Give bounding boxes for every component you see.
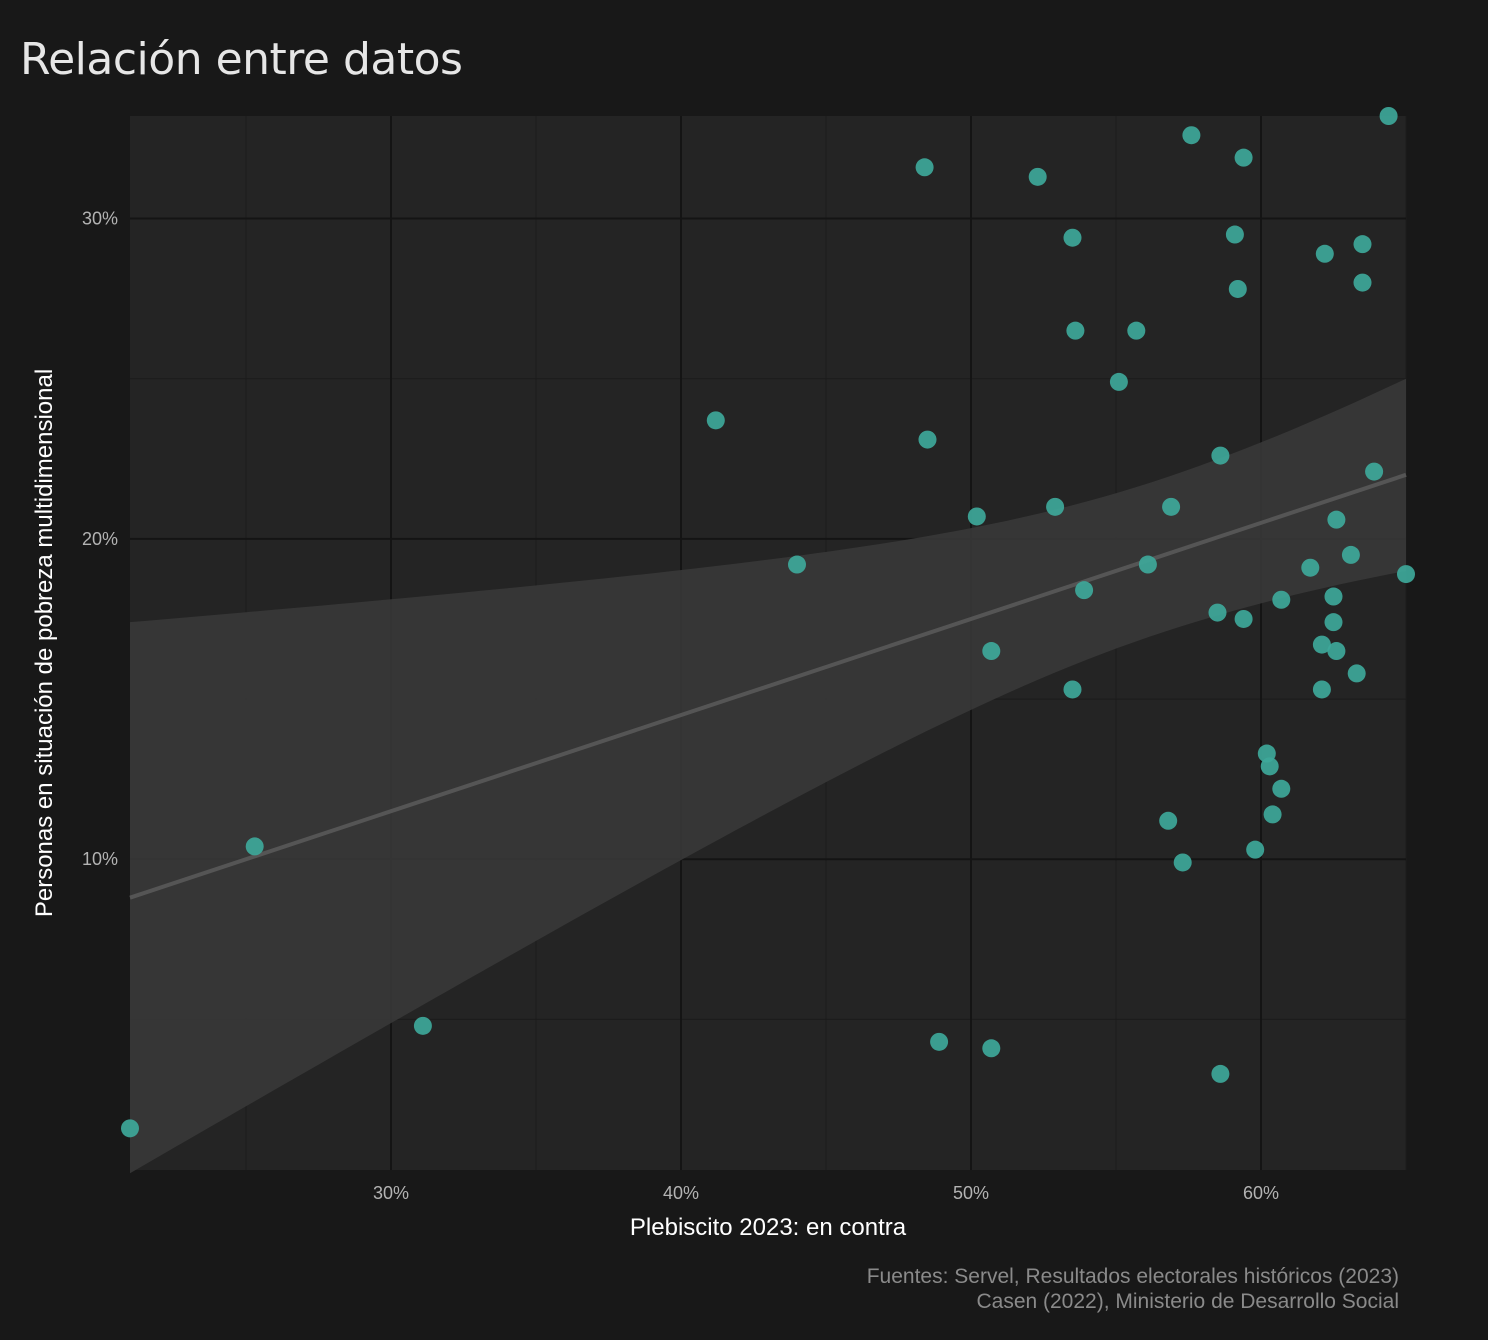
data-point xyxy=(1225,225,1244,244)
data-point xyxy=(1353,235,1372,254)
data-point xyxy=(1066,321,1085,340)
data-point xyxy=(1234,609,1253,628)
data-point xyxy=(1159,811,1178,830)
data-point xyxy=(930,1032,949,1051)
data-points xyxy=(121,107,1415,1138)
data-point xyxy=(1365,462,1384,481)
data-point xyxy=(1379,107,1398,125)
data-point xyxy=(1327,642,1346,661)
data-point xyxy=(1028,167,1047,186)
data-point xyxy=(1138,555,1157,574)
data-point xyxy=(1228,279,1247,298)
trend-line xyxy=(129,472,1407,900)
data-point xyxy=(1272,590,1291,609)
data-point xyxy=(982,642,1001,661)
data-point xyxy=(1312,635,1331,654)
data-point xyxy=(918,430,937,449)
data-point xyxy=(1260,757,1279,776)
data-point xyxy=(1211,1064,1230,1083)
y-tick-label: 10% xyxy=(82,849,118,869)
caption-line-1: Fuentes: Servel, Resultados electorales … xyxy=(866,1265,1399,1288)
data-point xyxy=(967,507,986,526)
data-point xyxy=(915,158,934,177)
data-point xyxy=(1324,613,1343,632)
y-axis-title: Personas en situación de pobreza multidi… xyxy=(31,369,58,917)
x-axis-title: Plebiscito 2023: en contra xyxy=(630,1214,907,1241)
data-point xyxy=(245,837,264,856)
data-point xyxy=(1246,840,1265,859)
data-point xyxy=(1182,126,1201,145)
data-point xyxy=(1263,805,1282,824)
x-tick-label: 30% xyxy=(373,1183,409,1203)
confidence-band-area xyxy=(130,378,1406,1174)
data-point xyxy=(1324,587,1343,606)
x-tick-label: 60% xyxy=(1243,1183,1279,1203)
data-point xyxy=(121,1119,139,1138)
data-point xyxy=(1341,545,1360,564)
chart-title: Relación entre datos xyxy=(20,34,463,85)
data-point xyxy=(1063,680,1082,699)
x-tick-label: 50% xyxy=(953,1183,989,1203)
data-point xyxy=(1109,372,1128,391)
regression-line xyxy=(129,472,1407,900)
caption-line-2: Casen (2022), Ministerio de Desarrollo S… xyxy=(976,1290,1399,1313)
data-point xyxy=(1312,680,1331,699)
data-point xyxy=(1162,497,1181,516)
data-point xyxy=(1315,244,1334,263)
data-point xyxy=(1353,273,1372,292)
y-tick-label: 20% xyxy=(82,529,118,549)
data-point xyxy=(1234,148,1253,167)
data-point xyxy=(1272,779,1291,798)
data-point xyxy=(1347,664,1366,683)
data-point xyxy=(413,1016,432,1035)
data-point xyxy=(1211,446,1230,465)
data-point xyxy=(1301,558,1320,577)
data-point xyxy=(1327,510,1346,529)
data-point xyxy=(982,1039,1001,1058)
data-point xyxy=(1173,853,1192,872)
data-point xyxy=(1075,581,1094,600)
axis-ticks: 30% 40% 50% 60% 10% 20% 30% xyxy=(82,209,1279,1203)
y-tick-label: 30% xyxy=(82,209,118,229)
data-point xyxy=(1397,565,1415,584)
data-point xyxy=(1208,603,1227,622)
data-point xyxy=(1127,321,1146,340)
data-point xyxy=(706,411,725,430)
source-caption: Fuentes: Servel, Resultados electorales … xyxy=(867,1264,1399,1314)
data-point xyxy=(1046,497,1065,516)
x-tick-label: 40% xyxy=(663,1183,699,1203)
confidence-band xyxy=(130,378,1406,1174)
data-point xyxy=(1063,228,1082,247)
data-point xyxy=(788,555,806,574)
